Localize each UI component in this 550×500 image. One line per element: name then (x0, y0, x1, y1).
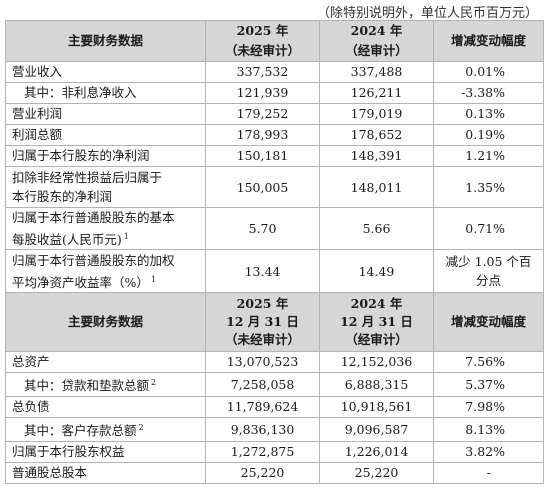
table-row: 归属于本行股东权益 1,272,875 1,226,014 3.82% (5, 441, 544, 464)
header-label: 主要财务数据 (5, 20, 206, 62)
table-row: 归属于本行股东的净利润 150,181 148,391 1.21% (5, 145, 544, 167)
footnote-marker: 2 (151, 378, 157, 388)
table-row: 总资产 13,070,523 12,152,036 7.56% (5, 351, 544, 374)
table-row: 总负债 11,789,624 10,918,561 7.98% (5, 396, 544, 419)
table-row: 归属于本行普通股股东的基本 每股收益(人民币元) 1 5.70 5.66 0.71… (5, 206, 544, 251)
header-change: 增减变动幅度 (433, 20, 544, 62)
table-row: 其中：非利息净收入 121,939 126,211 -3.38% (5, 82, 544, 104)
header-row-balance: 主要财务数据 2025 年 12 月 31 日 （未经审计） 2024 年 12… (5, 292, 544, 353)
table-row: 普通股总股本 25,220 25,220 - (5, 462, 544, 485)
header-2024: 2024 年 （经审计） (319, 20, 434, 62)
table-row: 其中：客户存款总额 2 9,836,130 9,096,587 8.13% (5, 417, 544, 443)
footnote-marker: 1 (123, 232, 129, 241)
table-row: 营业收入 337,532 337,488 0.01% (5, 61, 544, 83)
table-row: 归属于本行普通股股东的加权 平均净资产收益率（%） 1 13.44 14.49 减… (5, 249, 544, 294)
footnote-marker: 2 (138, 423, 144, 433)
header-change: 增减变动幅度 (433, 292, 544, 353)
table-row: 利润总额 178,993 178,652 0.19% (5, 124, 544, 146)
financial-data-table: 主要财务数据 2025 年 （未经审计） 2024 年 （经审计） 增减变动幅度… (5, 20, 544, 485)
header-2024: 2024 年 12 月 31 日 （经审计） (319, 292, 434, 353)
header-label: 主要财务数据 (5, 292, 206, 353)
header-row-annual: 主要财务数据 2025 年 （未经审计） 2024 年 （经审计） 增减变动幅度 (5, 20, 544, 62)
header-2025: 2025 年 （未经审计） (205, 20, 320, 62)
table-row: 扣除非经常性损益后归属于 本行股东的净利润 150,005 148,011 1.… (5, 166, 544, 208)
footnote-marker: 1 (150, 274, 156, 284)
table-row: 其中：贷款和垫款总额 2 7,258,058 6,888,315 5.37% (5, 372, 544, 398)
header-2025: 2025 年 12 月 31 日 （未经审计） (205, 292, 320, 353)
table-row: 营业利润 179,252 179,019 0.13% (5, 103, 544, 125)
unit-note: （除特别说明外，单位人民币百万元） (316, 6, 538, 21)
